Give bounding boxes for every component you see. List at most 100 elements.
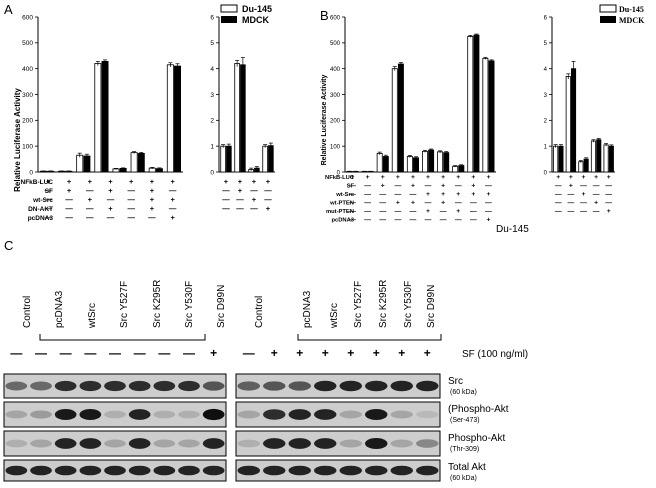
y-tick-label: 0 [544,170,548,176]
sign-cell: — [349,217,356,224]
bar-mdck [382,156,389,173]
sign-table-a-row-label: pcDNA3 [28,215,54,222]
band [5,381,28,391]
left-sf-sign: + [210,346,217,360]
right-lane-label: Src Y527F [353,281,364,328]
bar-mdck [101,61,109,173]
sign-cell: + [150,186,155,195]
right-blot-2 [235,401,441,428]
sign-table-a-row-label: SF [45,188,53,195]
sign-cell: + [471,183,475,190]
sign-table-a-inset: + + + +— + — —— — + —— — — + [222,177,272,213]
sign-cell: — [580,208,587,215]
band [365,465,388,476]
sign-cell: + [252,177,257,186]
legend-a: Du-145 MDCK [220,4,272,25]
y-tick-label: 6 [544,15,548,21]
left-blot-3 [3,430,227,457]
chart-a-inset: 0 1 2 3 4 5 6 [210,14,275,176]
y-tick-label: 500 [22,40,33,47]
right-lane-label: pcDNA3 [302,290,313,328]
band [79,409,102,420]
band [263,465,286,476]
bar-du-145 [437,151,444,173]
sign-cell: — [593,191,600,198]
sign-cell: — [364,191,371,198]
sign-cell: + [252,195,257,204]
sign-cell: — [379,208,386,215]
legend-b-open-label: Du-145 [619,5,644,14]
left-blot-4 [3,459,227,482]
sign-cell: — [264,195,272,204]
sign-cell: — [222,195,230,204]
bar-mdck [608,145,614,173]
sign-cell: — [364,208,371,215]
blot-sublabel: (Thr-309) [450,446,479,453]
sign-cell: + [381,174,385,181]
right-bracket [297,334,442,341]
bar-mdck [443,152,450,173]
sign-cell: — [222,204,230,213]
sign-cell: + [607,208,611,215]
sign-cell: + [411,183,415,190]
bar-mdck [397,63,404,173]
band [5,439,28,448]
legend-a-open-swatch [220,4,238,13]
right-lane-label: Control [254,296,265,328]
sign-cell: + [381,183,385,190]
band [288,438,311,449]
left-sf-sign: — [158,346,170,360]
sign-cell: — [349,208,356,215]
sign-cell: + [88,195,93,204]
sign-cell: — [169,186,177,195]
band [365,380,388,392]
bar-mdck [558,145,564,173]
blot-label: Phospho-Akt [448,433,505,444]
sign-cell: + [456,174,460,181]
band [79,380,102,392]
sign-cell: + [426,191,430,198]
bar-mdck [119,167,127,173]
band [288,465,311,476]
sign-cell: — [364,217,371,224]
right-lane-label: Src D99N [426,285,437,328]
band [288,409,311,420]
band [30,410,52,419]
sign-cell: — [593,208,600,215]
sign-cell: — [127,195,135,204]
left-sf-sign: — [134,346,146,360]
sign-cell: + [266,177,271,186]
band [79,438,102,449]
sign-cell: — [65,204,73,213]
y-tick-label: 0 [337,170,341,176]
chart-a: 0 100 200 300 400 500 600 [22,14,183,176]
chart-b: 0 100 200 300 400 500 600 [330,15,496,176]
band [30,381,52,391]
sign-cell: — [425,200,432,207]
right-sf-sign: + [271,346,278,360]
sign-cell: — [65,213,73,222]
band [339,465,362,476]
sign-cell: + [441,191,445,198]
band [314,438,337,449]
sign-cell: — [349,191,356,198]
sign-cell: — [440,217,447,224]
right-sf-sign: + [398,346,405,360]
band [237,381,260,391]
sign-cell: — [250,204,258,213]
charts-layer: 0 100 200 300 400 500 600 0 1 2 3 4 5 6 0 100 200 300 400 5… [22,14,615,176]
left-lane-label: pcDNA3 [54,290,65,328]
chart-b-inset: 0 1 2 3 4 5 6 [544,15,615,176]
y-tick-label: 3 [210,92,214,99]
sign-cell: + [67,177,72,186]
right-sf-sign: — [243,346,255,360]
sign-cell: — [568,191,575,198]
sign-cell: — [394,217,401,224]
sign-cell: — [349,183,356,190]
sign-cell: + [238,186,243,195]
sign-cell: — [45,186,53,195]
y-tick-label: 5 [210,40,214,47]
band [178,465,200,476]
band [128,409,151,420]
bar-mdck [226,145,232,173]
